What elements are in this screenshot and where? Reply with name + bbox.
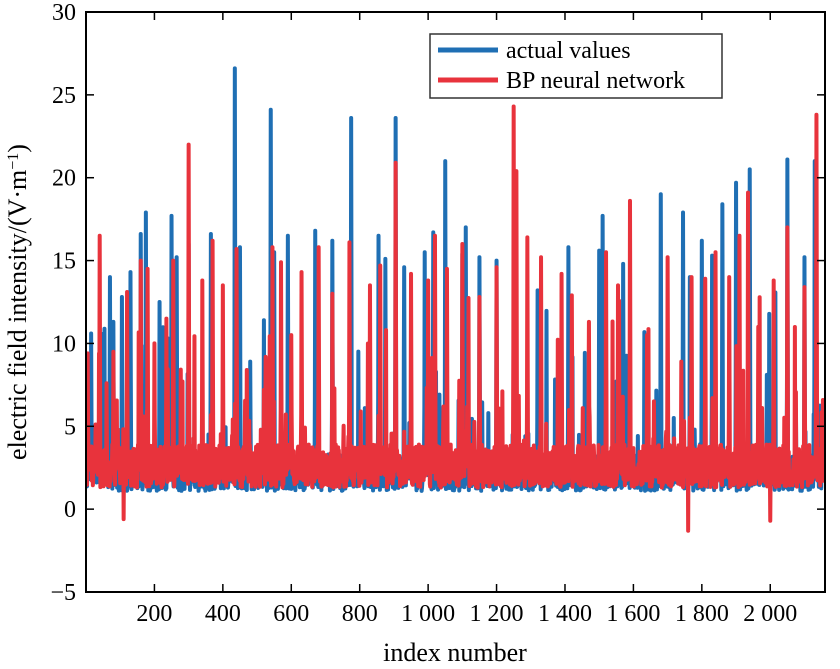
x-tick-label: 2 000 (743, 601, 797, 627)
x-tick-label: 600 (273, 601, 309, 627)
y-axis-label: electric field intensity/(V·m−1) (3, 144, 32, 460)
x-tick-label: 1 200 (470, 601, 524, 627)
legend-label-bp-neural-network: BP neural network (506, 68, 685, 94)
y-tick-label: 30 (52, 0, 76, 26)
x-tick-label: 800 (342, 601, 378, 627)
x-tick-label: 1 800 (675, 601, 729, 627)
y-tick-label: 0 (64, 497, 76, 523)
x-tick-label: 1 600 (606, 601, 660, 627)
y-tick-label: 25 (52, 83, 76, 109)
y-tick-label: 5 (64, 414, 76, 440)
y-axis-label-main: electric field intensity/(V·m (3, 170, 32, 460)
y-tick-label: 10 (52, 331, 76, 357)
x-tick-label: 400 (205, 601, 241, 627)
plot-frame (85, 11, 826, 593)
y-tick-label: 15 (52, 249, 76, 275)
legend: actual values BP neural network (429, 33, 723, 99)
x-tick-label: 1 400 (538, 601, 592, 627)
ticks-layer: 200 400 600 800 1 000 1 200 1 400 1 600 1 800 2 0… (50, 0, 825, 627)
y-tick-label: 20 (52, 166, 76, 192)
y-tick-label: −5 (50, 580, 76, 606)
x-tick-label: 1 000 (401, 601, 455, 627)
legend-label-actual-values: actual values (506, 38, 631, 64)
series-layer (86, 66, 825, 533)
series-line-bp-neural-network (86, 104, 825, 533)
legend-box (429, 33, 723, 99)
x-tick-label: 200 (136, 601, 172, 627)
y-axis-label-exponent: −1 (5, 153, 22, 170)
x-axis-label: index number (383, 638, 527, 667)
y-axis-label-tail: ) (3, 144, 32, 153)
